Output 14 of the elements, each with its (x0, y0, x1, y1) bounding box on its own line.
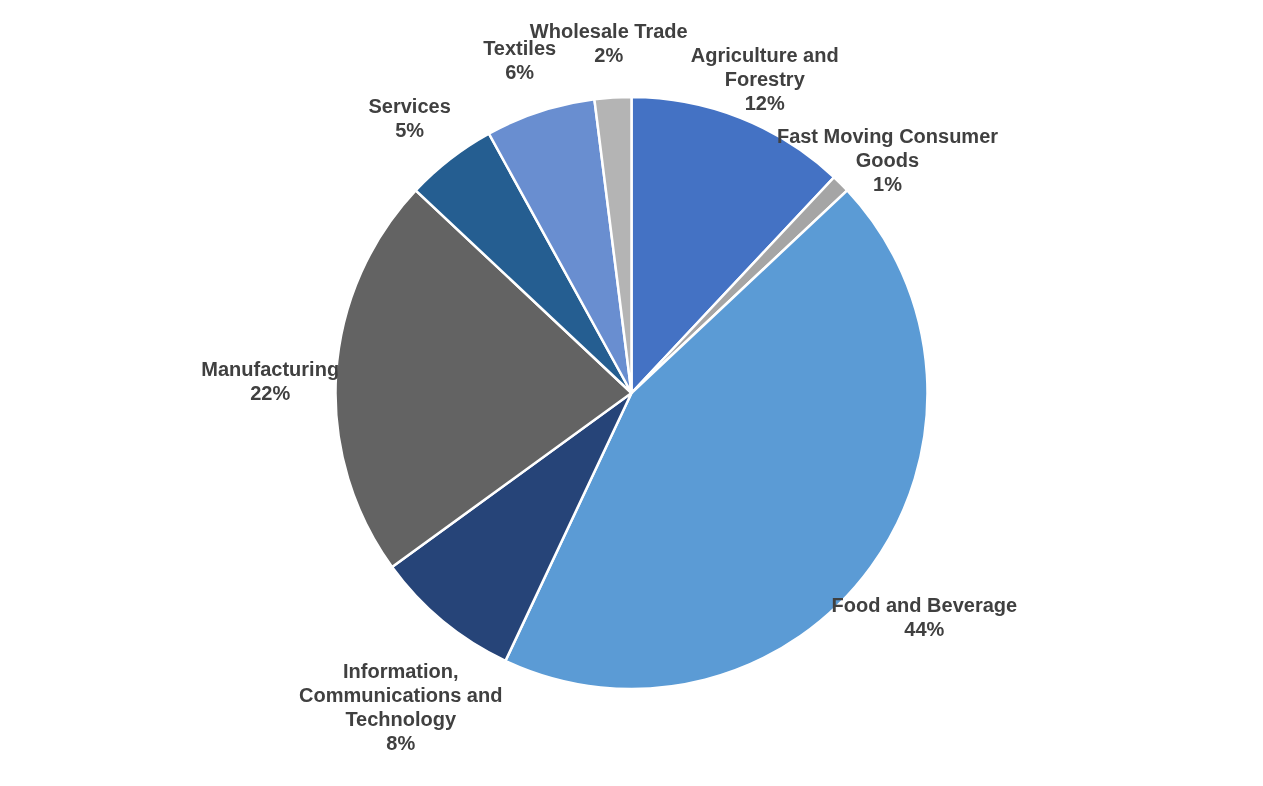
slice-label: Information, Communications and Technology (299, 659, 503, 730)
slice-label: Services (368, 94, 451, 117)
slice-label: Food and Beverage (831, 593, 1018, 616)
slice-label: Fast Moving Consumer Goods (776, 125, 999, 172)
data-label: 12% (744, 92, 785, 115)
data-label: 1% (873, 173, 903, 196)
data-label: 44% (904, 617, 945, 640)
slice-label: Manufacturing (201, 358, 340, 381)
data-label: 5% (395, 118, 425, 141)
data-label: 6% (505, 60, 535, 83)
data-label: 22% (250, 382, 291, 405)
data-label: 8% (386, 731, 416, 754)
slice-label: Agriculture and Forestry (690, 44, 839, 91)
data-label: 2% (594, 43, 624, 66)
